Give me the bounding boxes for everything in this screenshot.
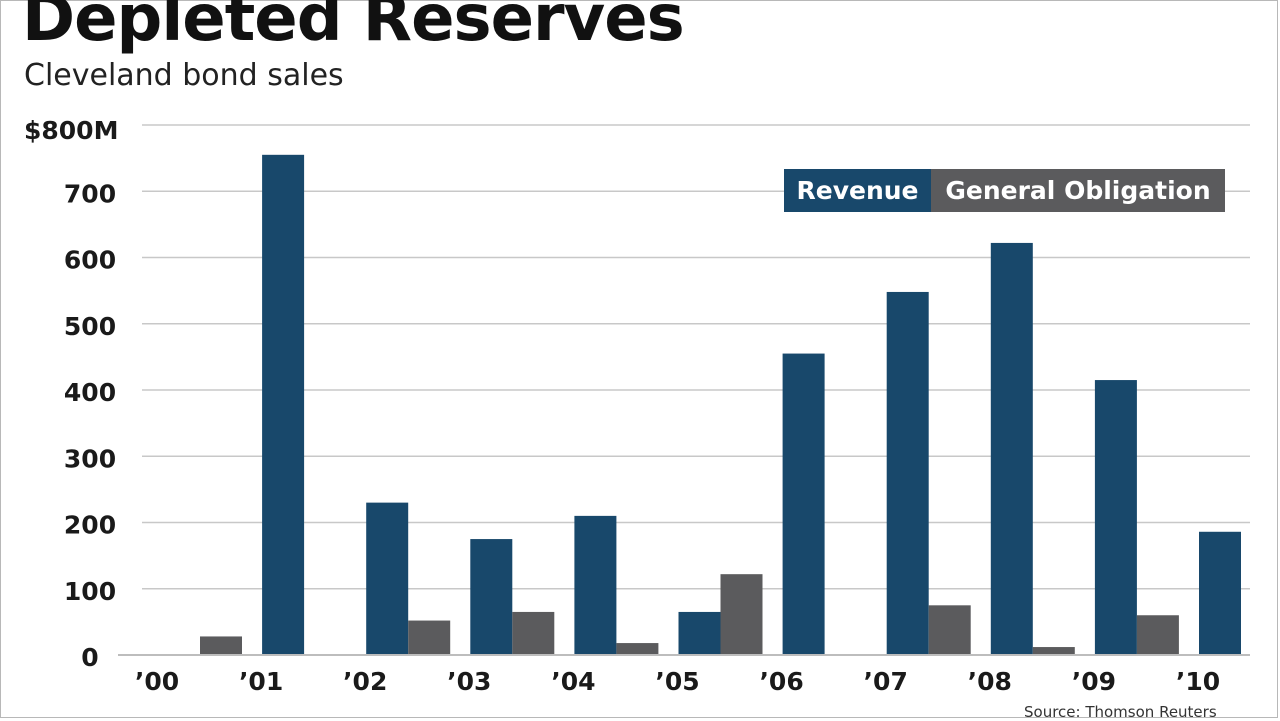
x-tick-label-6: ’06 xyxy=(759,667,803,696)
y-tick-label-400: 400 xyxy=(64,378,116,407)
source-note: Source: Thomson Reuters xyxy=(1024,703,1217,721)
y-tick-label-600: 600 xyxy=(64,246,116,275)
bar-revenue-7 xyxy=(886,291,929,655)
legend-swatch-revenue xyxy=(784,169,931,212)
bar-revenue-6 xyxy=(782,353,825,655)
bar-revenue-8 xyxy=(990,242,1033,656)
x-tick-label-7: ’07 xyxy=(864,667,908,696)
bar-general-obligation-9 xyxy=(1136,615,1179,655)
bar-general-obligation-0 xyxy=(200,636,242,655)
y-tick-label-700: 700 xyxy=(64,179,116,208)
bar-revenue-5 xyxy=(678,611,721,655)
bar-general-obligation-8 xyxy=(1032,647,1075,655)
x-tick-label-8: ’08 xyxy=(968,667,1012,696)
bar-revenue-10 xyxy=(1199,531,1241,655)
x-tick-label-4: ’04 xyxy=(551,667,595,696)
bar-general-obligation-7 xyxy=(928,605,971,655)
x-tick-label-1: ’01 xyxy=(239,667,283,696)
bar-revenue-9 xyxy=(1094,380,1137,655)
x-tick-label-5: ’05 xyxy=(655,667,699,696)
bars xyxy=(200,154,1241,656)
y-tick-label-800: $800M xyxy=(24,116,118,145)
x-tick-label-9: ’09 xyxy=(1072,667,1116,696)
bar-general-obligation-3 xyxy=(512,611,555,655)
bar-revenue-1 xyxy=(262,154,305,655)
legend-label-revenue: Revenue xyxy=(796,176,918,205)
x-tick-label-2: ’02 xyxy=(343,667,387,696)
x-tick-label-3: ’03 xyxy=(447,667,491,696)
bar-revenue-3 xyxy=(470,539,513,655)
x-tick-label-0: ’00 xyxy=(135,667,179,696)
y-tick-label-500: 500 xyxy=(64,312,116,341)
bar-general-obligation-5 xyxy=(720,574,763,655)
chart-title: Depleted Reserves xyxy=(22,0,685,56)
y-tick-label-0: 0 xyxy=(81,643,98,672)
legend-swatch-general-obligation xyxy=(931,169,1225,212)
x-tick-label-10: ’10 xyxy=(1176,667,1220,696)
bar-general-obligation-2 xyxy=(408,620,451,655)
x-axis-ticks: ’00 ’01 ’02 ’03 ’04 ’05 ’06 ’07 ’08 ’09 ’10 xyxy=(135,667,1220,696)
chart-subtitle: Cleveland bond sales xyxy=(24,58,344,93)
y-axis-ticks: 0 100 200 300 400 500 600 700 $800M xyxy=(24,116,118,672)
gridlines xyxy=(142,124,1250,590)
legend-label-general-obligation: General Obligation xyxy=(945,176,1210,205)
y-tick-label-200: 200 xyxy=(64,511,116,540)
bar-general-obligation-4 xyxy=(616,643,659,655)
bar-revenue-2 xyxy=(366,502,409,655)
y-tick-label-100: 100 xyxy=(64,577,116,606)
y-tick-label-300: 300 xyxy=(64,444,116,473)
bar-revenue-4 xyxy=(574,515,617,655)
legend: Revenue General Obligation xyxy=(784,169,1225,212)
